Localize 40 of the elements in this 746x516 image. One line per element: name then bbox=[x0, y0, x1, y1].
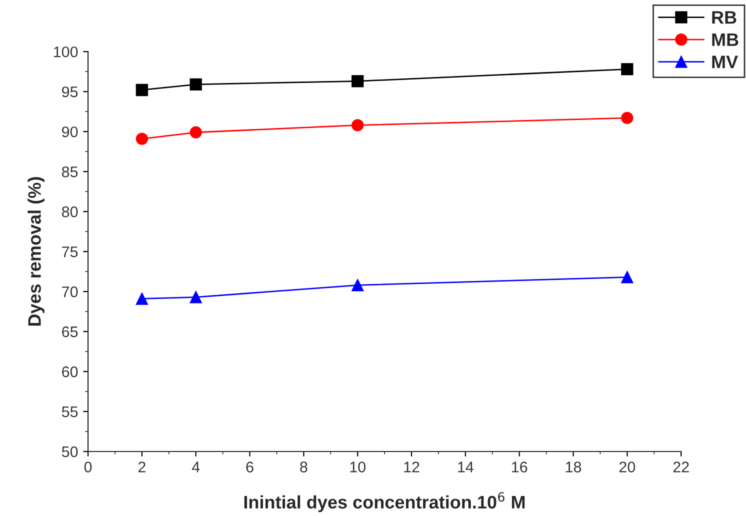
point bbox=[621, 112, 634, 124]
x-tick-label: 12 bbox=[404, 462, 420, 472]
x-axis-title: Inintial dyes concentration.10$^{6}$ M bbox=[244, 492, 525, 512]
legend-label: MB bbox=[712, 33, 738, 46]
legend-label: MV bbox=[712, 56, 738, 68]
x-tick-label: 16 bbox=[512, 462, 528, 472]
y-tick-label: 95 bbox=[62, 86, 78, 98]
x-tick-label: 18 bbox=[566, 462, 582, 472]
y-tick-label: 70 bbox=[62, 286, 78, 298]
point bbox=[621, 63, 634, 76]
point bbox=[190, 78, 202, 90]
point bbox=[136, 292, 148, 305]
point bbox=[136, 84, 148, 96]
y-tick-label: 80 bbox=[62, 206, 78, 218]
point bbox=[352, 279, 364, 292]
x-tick-label: 14 bbox=[458, 462, 474, 472]
x-tick-label: 22 bbox=[673, 462, 689, 472]
x-tick-label: 20 bbox=[619, 462, 636, 472]
y-tick-label: 85 bbox=[62, 166, 78, 178]
y-tick-label: 100 bbox=[54, 46, 78, 58]
point bbox=[190, 126, 202, 138]
x-tick-label: 8 bbox=[300, 462, 308, 472]
point bbox=[190, 291, 202, 304]
y-tick-label: 55 bbox=[62, 406, 78, 418]
y-tick-label: 50 bbox=[62, 446, 78, 458]
y-tick-label: 75 bbox=[62, 246, 78, 258]
y-tick-label: 90 bbox=[62, 126, 78, 138]
y-axis-title: Dyes removal (%) bbox=[28, 177, 44, 326]
x-tick-label: 2 bbox=[138, 462, 146, 472]
x-tick-label: 4 bbox=[192, 462, 200, 472]
legend-label: RB bbox=[712, 11, 736, 24]
y-tick-label: 65 bbox=[62, 326, 78, 338]
y-tick-label: 60 bbox=[62, 366, 78, 378]
point bbox=[136, 132, 148, 145]
point bbox=[621, 271, 634, 284]
x-tick-label: 6 bbox=[246, 462, 254, 472]
point bbox=[352, 119, 364, 132]
x-tick-label: 0 bbox=[84, 462, 92, 472]
point bbox=[352, 75, 364, 88]
x-tick-label: 10 bbox=[350, 462, 366, 472]
